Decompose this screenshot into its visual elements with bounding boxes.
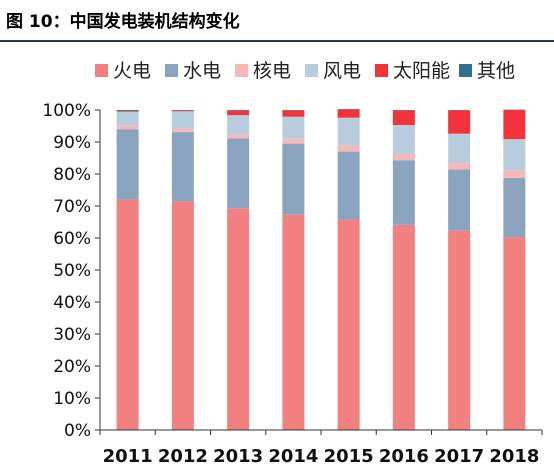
x-tick-label-2017: 2017 bbox=[434, 446, 484, 467]
bar-2017-series-1 bbox=[448, 169, 471, 231]
bar-2014-series-2 bbox=[282, 138, 305, 144]
x-axis: 2011 2012 2013 2014 2015 2016 2017 2018 bbox=[99, 429, 543, 467]
y-tick-label-0: 0% bbox=[64, 421, 91, 441]
bar-2013-series-3 bbox=[227, 115, 250, 135]
legend-label-3: 风电 bbox=[323, 60, 361, 82]
x-tick-label-2011: 2011 bbox=[103, 446, 153, 467]
bar-2014-series-0 bbox=[282, 214, 305, 430]
bar-2014-series-4 bbox=[282, 110, 305, 117]
bar-2015-series-4 bbox=[337, 109, 360, 118]
legend-label-5: 其他 bbox=[477, 60, 515, 82]
y-tick-label-8: 80% bbox=[53, 165, 91, 185]
bar-2015-series-1 bbox=[337, 151, 360, 220]
legend-swatch-3 bbox=[305, 64, 318, 77]
legend-label-0: 火电 bbox=[113, 60, 151, 82]
bar-2014-series-3 bbox=[282, 116, 305, 139]
bar-2017-series-3 bbox=[448, 133, 471, 164]
legend-swatch-0 bbox=[95, 64, 108, 77]
bar-2011-series-0 bbox=[116, 199, 139, 430]
bar-2016-series-1 bbox=[392, 160, 415, 225]
bar-2011-series-3 bbox=[116, 111, 139, 126]
chart-legend: 火电 水电 核电 风电 太阳能 其他 bbox=[95, 60, 515, 82]
bar-2012-series-2 bbox=[171, 128, 194, 133]
bar-2017-series-2 bbox=[448, 163, 471, 170]
x-tick-label-2012: 2012 bbox=[158, 446, 208, 467]
bar-2012-series-3 bbox=[171, 111, 194, 129]
bar-2018-series-0 bbox=[503, 237, 526, 430]
bar-2011-series-2 bbox=[116, 125, 139, 130]
bar-2011-series-1 bbox=[116, 129, 139, 200]
y-tick-label-5: 50% bbox=[53, 261, 91, 281]
y-tick-label-9: 90% bbox=[53, 133, 91, 153]
chart-bars bbox=[116, 109, 526, 430]
bar-2018-series-1 bbox=[503, 177, 526, 238]
page-title: 图 10：中国发电装机结构变化 bbox=[6, 12, 240, 32]
bar-2011-series-4 bbox=[116, 110, 139, 112]
bar-2014-series-1 bbox=[282, 143, 305, 215]
legend-label-1: 水电 bbox=[183, 60, 221, 82]
legend-swatch-1 bbox=[165, 64, 178, 77]
title-divider bbox=[0, 40, 554, 42]
legend-swatch-5 bbox=[459, 64, 472, 77]
bar-2016-series-0 bbox=[392, 224, 415, 430]
bar-2015-series-0 bbox=[337, 219, 360, 430]
y-tick-label-4: 40% bbox=[53, 293, 91, 313]
bar-2011-series-5 bbox=[116, 110, 139, 111]
legend-label-2: 核电 bbox=[253, 60, 291, 82]
x-tick-label-2016: 2016 bbox=[379, 446, 429, 467]
bar-2012-series-0 bbox=[171, 201, 194, 430]
bar-2015-series-2 bbox=[337, 145, 360, 152]
bar-2013-series-2 bbox=[227, 134, 250, 139]
bar-2017-series-0 bbox=[448, 230, 471, 430]
bar-2016-series-4 bbox=[392, 110, 415, 126]
x-tick-label-2015: 2015 bbox=[324, 446, 374, 467]
x-tick-label-2014: 2014 bbox=[268, 446, 318, 467]
legend-swatch-2 bbox=[235, 64, 248, 77]
y-axis: 0% 10% 20% 30% 40% 50% 60% 70% 80% 90% 100% bbox=[42, 101, 101, 441]
bar-2018-series-3 bbox=[503, 139, 526, 171]
bar-2016-series-2 bbox=[392, 153, 415, 161]
bar-2018-series-2 bbox=[503, 170, 526, 178]
bar-2015-series-3 bbox=[337, 117, 360, 146]
y-tick-label-2: 20% bbox=[53, 357, 91, 377]
bar-2013-series-4 bbox=[227, 110, 250, 116]
y-tick-label-3: 30% bbox=[53, 325, 91, 345]
y-tick-label-10: 100% bbox=[42, 101, 91, 121]
x-tick-label-2018: 2018 bbox=[489, 446, 539, 467]
legend-swatch-4 bbox=[375, 64, 388, 77]
bar-2013-series-0 bbox=[227, 208, 250, 430]
y-tick-label-1: 10% bbox=[53, 389, 91, 409]
bar-2012-series-4 bbox=[171, 110, 194, 112]
legend-label-4: 太阳能 bbox=[393, 60, 450, 82]
x-tick-label-2013: 2013 bbox=[213, 446, 263, 467]
bar-2013-series-1 bbox=[227, 138, 250, 209]
bar-2012-series-1 bbox=[171, 132, 194, 202]
bar-2017-series-4 bbox=[448, 110, 471, 134]
bar-2016-series-3 bbox=[392, 125, 415, 154]
y-tick-label-7: 70% bbox=[53, 197, 91, 217]
bar-2018-series-4 bbox=[503, 110, 526, 140]
y-tick-label-6: 60% bbox=[53, 229, 91, 249]
